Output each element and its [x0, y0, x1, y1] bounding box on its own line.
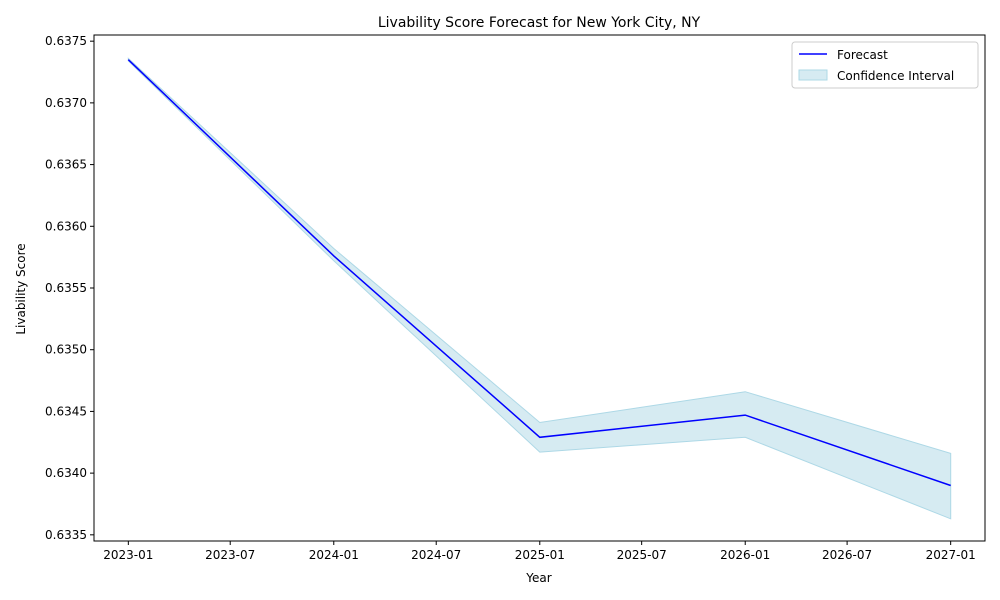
- y-tick-label: 0.6340: [45, 466, 87, 480]
- legend-confidence-swatch: [798, 69, 828, 81]
- x-tick-label: 2027-01: [926, 548, 976, 562]
- y-tick-label: 0.6375: [45, 34, 87, 48]
- x-tick-label: 2023-07: [205, 548, 255, 562]
- y-tick-label: 0.6370: [45, 96, 87, 110]
- x-tick-label: 2025-01: [515, 548, 565, 562]
- legend: Forecast Confidence Interval: [791, 41, 979, 89]
- x-tick-label: 2025-07: [617, 548, 667, 562]
- confidence-interval-band: [127, 57, 952, 520]
- x-tick-label: 2024-01: [309, 548, 359, 562]
- x-tick-label: 2023-01: [103, 548, 153, 562]
- forecast-line: [127, 59, 951, 487]
- y-tick-label: 0.6355: [45, 281, 87, 295]
- x-tick-label: 2026-01: [720, 548, 770, 562]
- x-axis-label: Year: [525, 571, 551, 585]
- chart-title: Livability Score Forecast for New York C…: [378, 15, 701, 31]
- y-tick-label: 0.6335: [45, 528, 87, 542]
- legend-confidence-label: Confidence Interval: [837, 69, 954, 83]
- y-tick-label: 0.6345: [45, 404, 87, 418]
- y-axis-label: Livability Score: [14, 243, 28, 334]
- y-tick-label: 0.6360: [45, 219, 87, 233]
- y-tick-label: 0.6350: [45, 343, 87, 357]
- x-tick-label: 2026-07: [822, 548, 872, 562]
- y-tick-label: 0.6365: [45, 158, 87, 172]
- x-tick-label: 2024-07: [411, 548, 461, 562]
- legend-frame: [791, 41, 979, 89]
- legend-forecast-label: Forecast: [837, 48, 888, 62]
